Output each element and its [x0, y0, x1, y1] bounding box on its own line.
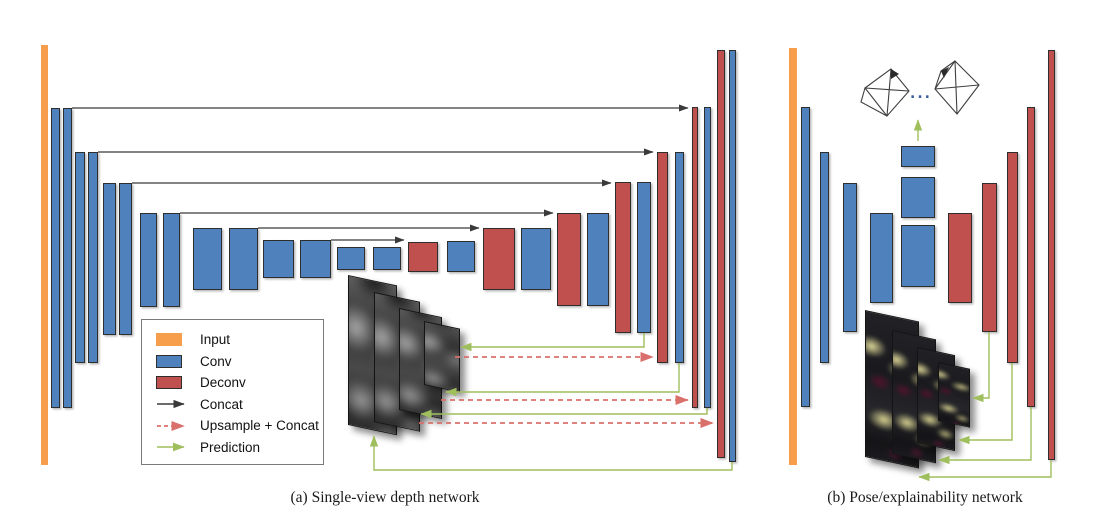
depth-conv-layer-bar — [140, 213, 157, 307]
depth-deconv-layer-bar — [408, 242, 438, 272]
depth-conv-layer-bar — [587, 213, 609, 306]
pose-conv-layer-bar — [843, 183, 857, 332]
depth-conv-layer-bar — [193, 228, 222, 290]
depth-deconv-layer-bar — [657, 152, 668, 363]
pose-conv-layer-bar — [901, 146, 935, 167]
prediction-arrow — [918, 460, 1052, 482]
depth-conv-layer-bar — [263, 240, 294, 278]
depth-conv-layer-bar — [521, 228, 551, 290]
depth-deconv-layer-bar — [557, 213, 581, 306]
legend-item-prediction: Prediction — [156, 437, 315, 459]
legend-label-conv: Conv — [200, 353, 232, 369]
legend-label-upsample-concat: Upsample + Concat — [200, 418, 319, 434]
depth-conv-layer-bar — [229, 228, 258, 290]
depth-conv-layer-bar — [704, 107, 711, 408]
pose-deconv-layer-bar — [948, 213, 972, 303]
prediction-arrow-icon — [157, 442, 185, 452]
explainability-mask — [938, 362, 970, 428]
depth-input-layer-bar — [41, 45, 48, 465]
depth-conv-layer-bar — [163, 213, 180, 307]
caption-b: (b) Pose/explainability network — [827, 489, 1023, 506]
depth-conv-layer-bar — [373, 247, 401, 270]
legend-label-deconv: Deconv — [200, 375, 246, 391]
pose-conv-layer-bar — [801, 107, 810, 407]
depth-conv-layer-bar — [51, 108, 60, 408]
prediction-arrow — [445, 363, 680, 397]
depth-map — [424, 321, 460, 393]
caption-a: (a) Single-view depth network — [290, 489, 480, 506]
depth-conv-layer-bar — [119, 183, 132, 335]
prediction-arrow — [972, 332, 990, 403]
pose-conv-layer-bar — [901, 225, 935, 287]
concat-arrow-icon — [157, 400, 185, 409]
depth-conv-layer-bar — [337, 247, 365, 270]
camera-frustum-icon — [860, 68, 910, 117]
depth-conv-layer-bar — [88, 152, 98, 363]
pose-conv-layer-bar — [820, 152, 829, 363]
upsample-concat-arrow-icon — [157, 420, 185, 431]
depth-conv-layer-bar — [637, 182, 651, 333]
legend: Input Conv Deconv Concat Upsample + Conc… — [141, 319, 324, 465]
pose-deconv-layer-bar — [1007, 152, 1018, 363]
input-swatch — [156, 333, 182, 347]
depth-conv-layer-bar — [63, 108, 72, 408]
legend-label-concat: Concat — [200, 396, 243, 412]
pose-deconv-layer-bar — [982, 183, 997, 332]
depth-deconv-layer-bar — [717, 50, 725, 458]
depth-deconv-layer-bar — [615, 182, 631, 333]
legend-item-input: Input — [156, 329, 315, 351]
deconv-swatch — [156, 376, 182, 390]
legend-label-prediction: Prediction — [200, 439, 261, 455]
camera-frustum-icon — [934, 60, 980, 115]
depth-conv-layer-bar — [729, 50, 736, 462]
legend-item-conv: Conv — [156, 351, 315, 373]
depth-deconv-layer-bar — [483, 228, 515, 290]
depth-conv-layer-bar — [675, 152, 684, 363]
depth-deconv-layer-bar — [692, 107, 698, 408]
prediction-arrow — [420, 408, 708, 419]
prediction-arrow — [460, 333, 645, 352]
legend-label-input: Input — [200, 332, 231, 348]
pose-deconv-layer-bar — [1027, 107, 1035, 407]
pose-input-layer-bar — [789, 48, 797, 465]
depth-conv-layer-bar — [75, 152, 85, 363]
depth-conv-layer-bar — [103, 183, 116, 335]
legend-item-deconv: Deconv — [156, 372, 315, 394]
pose-deconv-layer-bar — [1048, 50, 1055, 460]
depth-conv-layer-bar — [300, 240, 331, 278]
legend-item-concat: Concat — [156, 394, 315, 416]
ellipsis-dots: ... — [910, 86, 932, 102]
pose-conv-layer-bar — [901, 177, 935, 218]
legend-item-upsample-concat: Upsample + Concat — [156, 415, 319, 437]
pose-conv-layer-bar — [870, 213, 893, 303]
prediction-arrow — [369, 435, 733, 471]
conv-swatch — [156, 354, 182, 368]
depth-conv-layer-bar — [447, 241, 475, 272]
